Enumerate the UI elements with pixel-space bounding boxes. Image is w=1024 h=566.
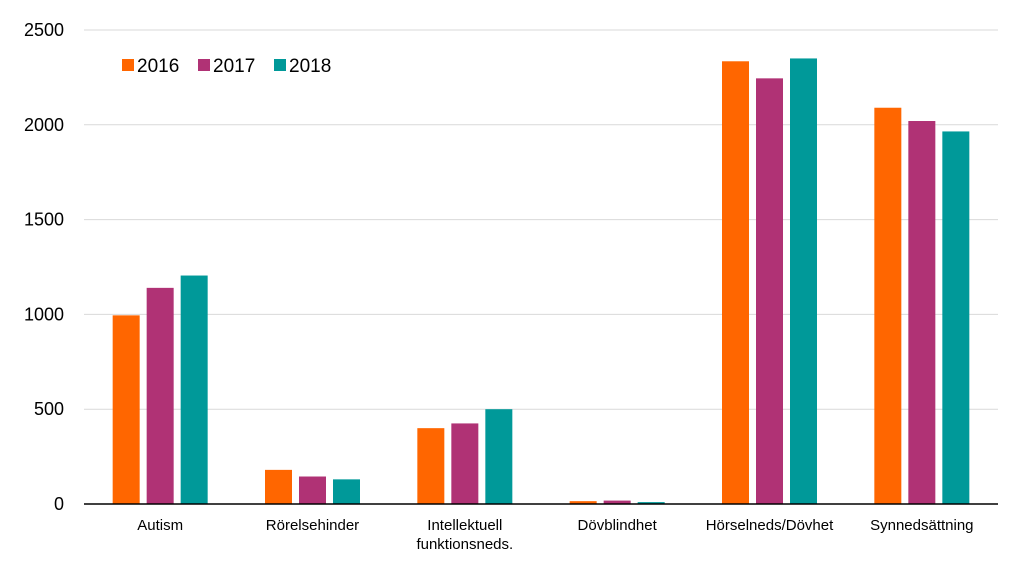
- bar-2018-2: [485, 409, 513, 504]
- y-axis-tick-labels: 0 500 1000 1500 2000 2500: [24, 20, 64, 514]
- bar-2017-1: [299, 476, 326, 504]
- x-category-label: Hörselneds/Dövhet: [706, 517, 834, 534]
- legend-swatch-2017: [198, 59, 210, 71]
- bar-2017-2: [451, 423, 479, 504]
- x-category-label: Rörelsehinder: [266, 517, 359, 534]
- y-tick-label: 2000: [24, 115, 64, 135]
- x-category-label-line: Hörselneds/Dövhet: [706, 517, 834, 534]
- y-tick-label: 1500: [24, 210, 64, 230]
- legend-swatch-2016: [122, 59, 134, 71]
- legend-label-2018: 2018: [289, 56, 331, 77]
- bar-2016-2: [417, 428, 445, 504]
- x-category-label-line: Intellektuell: [427, 517, 502, 534]
- x-category-label: Intellektuell funktionsneds.: [416, 517, 513, 553]
- bar-2016-1: [265, 469, 292, 504]
- bar-2016-0: [112, 315, 140, 504]
- bar-2018-5: [942, 131, 970, 504]
- bar-2016-3: [569, 501, 597, 504]
- x-category-label-line: Rörelsehinder: [266, 517, 359, 534]
- x-axis-category-labels: Autism Rörelsehinder Intellektuell funktion…: [137, 517, 973, 553]
- x-category-label-line: Autism: [137, 517, 183, 534]
- x-category-label: Dövblindhet: [578, 517, 658, 534]
- legend: 2016 2017 2018: [122, 56, 331, 77]
- bar-2018-4: [790, 58, 817, 504]
- x-category-label-line: Synnedsättning: [870, 517, 973, 534]
- y-tick-label: 1000: [24, 304, 64, 324]
- bar-2018-3: [637, 502, 665, 504]
- legend-swatch-2018: [274, 59, 286, 71]
- x-category-label: Synnedsättning: [870, 517, 973, 534]
- bar-2018-1: [333, 479, 360, 504]
- x-category-label-line: Dövblindhet: [578, 517, 658, 534]
- y-tick-label: 2500: [24, 20, 64, 40]
- bar-2017-3: [603, 500, 631, 504]
- y-tick-label: 0: [54, 494, 64, 514]
- x-category-label-line: funktionsneds.: [416, 536, 513, 553]
- legend-label-2017: 2017: [213, 56, 255, 77]
- bar-2016-4: [722, 61, 749, 505]
- bars: [112, 58, 970, 505]
- y-tick-label: 500: [34, 399, 64, 419]
- gridlines: [84, 29, 998, 410]
- bar-2017-4: [756, 78, 783, 505]
- bar-2017-0: [146, 287, 174, 504]
- bar-2018-0: [180, 275, 208, 504]
- x-category-label: Autism: [137, 517, 183, 534]
- bar-2017-5: [908, 121, 936, 505]
- legend-label-2016: 2016: [137, 56, 179, 77]
- bar-2016-5: [874, 107, 902, 505]
